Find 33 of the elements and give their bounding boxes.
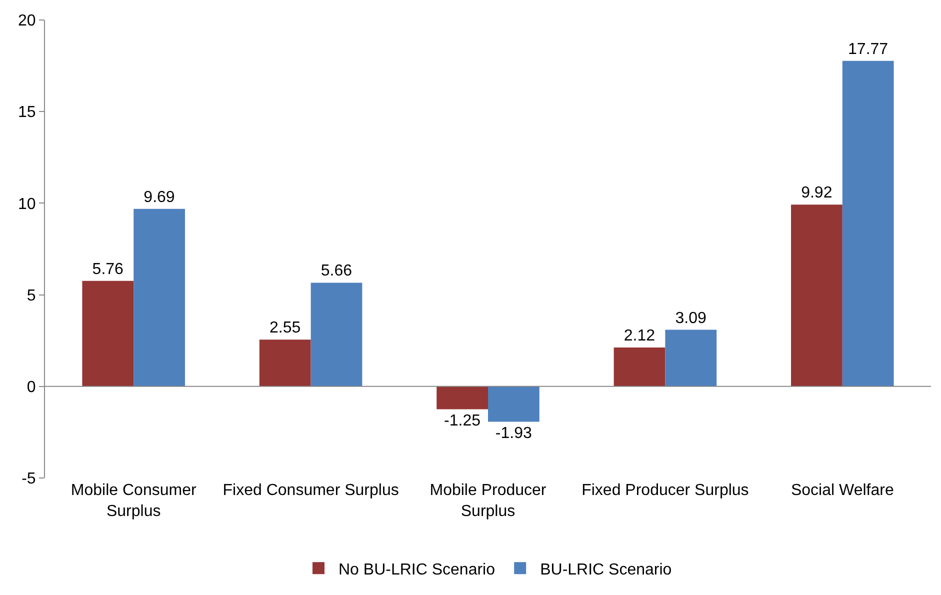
legend-label: BU-LRIC Scenario bbox=[540, 561, 672, 578]
x-tick-label: Mobile Consumer Surplus bbox=[70, 482, 197, 520]
x-tick-label: Mobile Producer Surplus bbox=[430, 482, 547, 520]
data-label: -1.25 bbox=[444, 412, 481, 430]
bar bbox=[614, 348, 666, 386]
x-tick-label: Fixed Producer Surplus bbox=[582, 482, 749, 499]
x-tick-label: Fixed Consumer Surplus bbox=[222, 482, 399, 499]
data-label: 2.55 bbox=[269, 320, 301, 337]
bar bbox=[488, 386, 540, 422]
y-tick-label: 5 bbox=[26, 287, 36, 304]
y-tick-label: 20 bbox=[18, 12, 36, 30]
legend-label: No BU-LRIC Scenario bbox=[338, 561, 496, 578]
bar bbox=[436, 386, 488, 410]
data-label: 3.09 bbox=[675, 310, 707, 327]
data-label: 17.77 bbox=[848, 40, 888, 58]
bar bbox=[791, 204, 842, 386]
y-tick-label: -5 bbox=[22, 470, 36, 488]
data-label: 5.66 bbox=[320, 262, 352, 280]
bar bbox=[259, 340, 311, 386]
data-label: -1.93 bbox=[495, 424, 532, 442]
bar bbox=[842, 60, 894, 386]
bar bbox=[82, 280, 134, 386]
bar bbox=[134, 208, 185, 386]
y-tick-label: 0 bbox=[26, 379, 36, 396]
data-label: 2.12 bbox=[624, 328, 656, 345]
x-tick-label: Social Welfare bbox=[790, 482, 894, 499]
data-label: 9.92 bbox=[801, 184, 832, 202]
bar bbox=[665, 330, 717, 386]
y-tick-label: 10 bbox=[18, 196, 36, 213]
bar bbox=[310, 282, 362, 386]
data-label: 5.76 bbox=[92, 260, 124, 278]
data-label: 9.69 bbox=[144, 188, 175, 206]
y-tick-label: 15 bbox=[18, 104, 36, 122]
